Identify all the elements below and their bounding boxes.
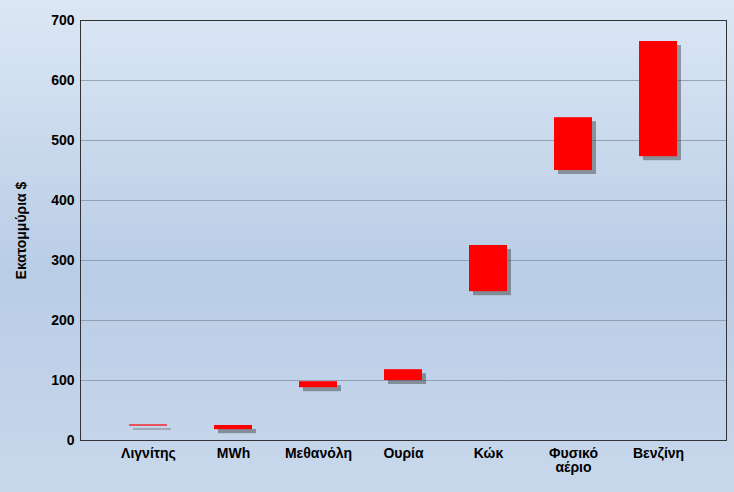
svg-text:600: 600 [51, 72, 75, 88]
svg-text:Φυσικόαέριο: Φυσικόαέριο [549, 445, 598, 475]
svg-text:100: 100 [51, 372, 75, 388]
svg-text:Βενζίνη: Βενζίνη [633, 445, 684, 461]
svg-text:Λιγνίτης: Λιγνίτης [121, 445, 176, 461]
svg-text:200: 200 [51, 312, 75, 328]
svg-text:300: 300 [51, 252, 75, 268]
svg-text:400: 400 [51, 192, 75, 208]
svg-text:Εκατομμύρια $: Εκατομμύρια $ [13, 181, 29, 279]
svg-text:Κώκ: Κώκ [474, 445, 504, 461]
svg-text:0: 0 [67, 432, 75, 448]
svg-text:MWh: MWh [217, 445, 250, 461]
svg-text:Ουρία: Ουρία [383, 445, 424, 461]
svg-text:Μεθανόλη: Μεθανόλη [285, 445, 352, 461]
svg-text:700: 700 [51, 12, 75, 28]
svg-text:500: 500 [51, 132, 75, 148]
